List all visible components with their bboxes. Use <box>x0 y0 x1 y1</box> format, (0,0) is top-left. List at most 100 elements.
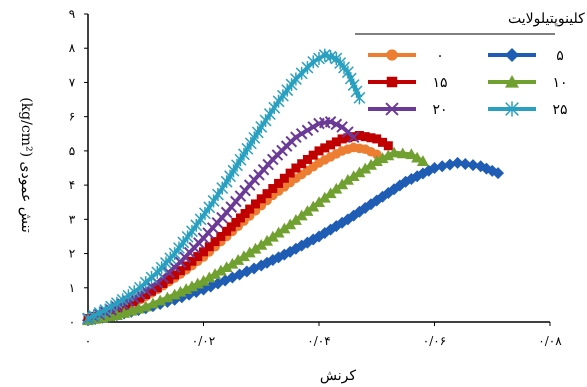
data-point <box>158 279 168 288</box>
data-point <box>451 156 464 169</box>
data-point <box>243 246 256 258</box>
data-point <box>268 184 278 194</box>
legend-item: ۱۵ <box>368 75 448 91</box>
data-point <box>129 296 139 306</box>
data-point <box>330 118 343 131</box>
data-point <box>185 280 198 292</box>
y-tick-label: ۴ <box>69 178 75 192</box>
data-point <box>99 303 112 317</box>
data-point <box>226 222 236 232</box>
data-point <box>262 189 272 199</box>
legend-label: ۱۵ <box>432 75 447 91</box>
data-point <box>199 247 208 257</box>
data-point <box>318 191 331 203</box>
series-5 <box>82 48 366 326</box>
data-point <box>274 178 284 188</box>
data-point <box>492 167 505 180</box>
data-point <box>285 168 295 178</box>
data-point <box>372 134 382 144</box>
data-point <box>226 257 239 269</box>
data-point <box>255 239 268 250</box>
data-point <box>308 150 318 160</box>
data-point <box>110 296 123 310</box>
data-point <box>364 158 377 170</box>
data-point <box>290 131 302 144</box>
data-point <box>123 299 133 309</box>
data-point <box>291 163 301 173</box>
data-point <box>386 49 398 61</box>
x-tick-label: ۰/۰۶ <box>423 334 446 348</box>
data-point <box>145 271 158 284</box>
data-point <box>128 285 141 299</box>
data-point <box>359 162 372 174</box>
data-point <box>147 286 157 296</box>
data-point <box>505 48 519 62</box>
data-point <box>118 302 128 312</box>
data-point <box>370 155 383 166</box>
data-point <box>324 115 337 128</box>
data-point <box>307 121 320 133</box>
data-point <box>313 196 325 208</box>
data-point <box>320 143 330 153</box>
data-point <box>336 178 349 190</box>
data-point <box>416 155 429 166</box>
data-point <box>235 213 245 223</box>
data-point <box>411 151 424 163</box>
data-point <box>180 283 193 294</box>
data-point <box>366 133 376 143</box>
data-point <box>174 285 187 297</box>
y-tick-label: ۸ <box>69 41 76 55</box>
data-point <box>341 173 354 185</box>
data-point <box>353 166 366 178</box>
data-point <box>175 266 185 276</box>
data-point <box>141 290 151 300</box>
data-point <box>122 289 135 303</box>
data-point <box>459 158 472 171</box>
data-point <box>371 149 382 160</box>
data-point <box>297 159 307 169</box>
legend-label: ۲۰ <box>432 102 447 118</box>
data-point <box>216 231 226 241</box>
data-point <box>250 199 260 209</box>
data-point <box>197 274 210 286</box>
data-point <box>168 288 181 300</box>
axes-layer: ۰ ۱ ۲ ۳ ۴ ۵ ۶ ۷ ۸ ۹ ۰ ۰/۰۲ ۰/۰۴ ۰/۰۶ ۰/۰۸ <box>69 7 562 348</box>
data-point <box>343 133 353 143</box>
data-point <box>302 154 312 164</box>
data-point <box>154 294 167 306</box>
data-point <box>214 264 227 276</box>
legend-item: ۱۰ <box>488 75 568 91</box>
data-point <box>245 204 255 214</box>
data-point <box>396 147 409 159</box>
data-point <box>220 261 233 273</box>
series-layer <box>82 48 505 327</box>
data-point <box>307 55 320 69</box>
data-point <box>237 250 250 262</box>
data-point <box>386 76 398 88</box>
data-point <box>93 306 106 320</box>
data-point <box>347 131 360 144</box>
data-point <box>139 276 152 290</box>
legend-label: ۵ <box>556 48 564 64</box>
data-point <box>105 300 118 314</box>
data-point <box>383 141 393 151</box>
data-point <box>385 102 399 116</box>
data-point <box>360 132 370 142</box>
legend: درصد کلینوپتیلولایت ۰ ۵ ۱۵ ۱۰ ۲۰ ۲۵ <box>355 11 587 118</box>
x-tick-label: ۰/۰۲ <box>192 334 215 348</box>
data-point <box>164 274 174 284</box>
x-tick-label: ۰ <box>85 334 91 348</box>
data-point <box>279 173 289 183</box>
data-point <box>181 261 191 271</box>
data-point <box>261 234 274 246</box>
data-point <box>289 214 302 225</box>
y-tick-label: ۲ <box>69 247 75 261</box>
data-point <box>266 230 279 242</box>
data-point <box>314 146 324 156</box>
legend-label: ۲۵ <box>552 102 567 118</box>
x-axis-title: کرنش <box>320 368 356 384</box>
data-point <box>295 127 308 140</box>
data-point <box>191 277 204 289</box>
